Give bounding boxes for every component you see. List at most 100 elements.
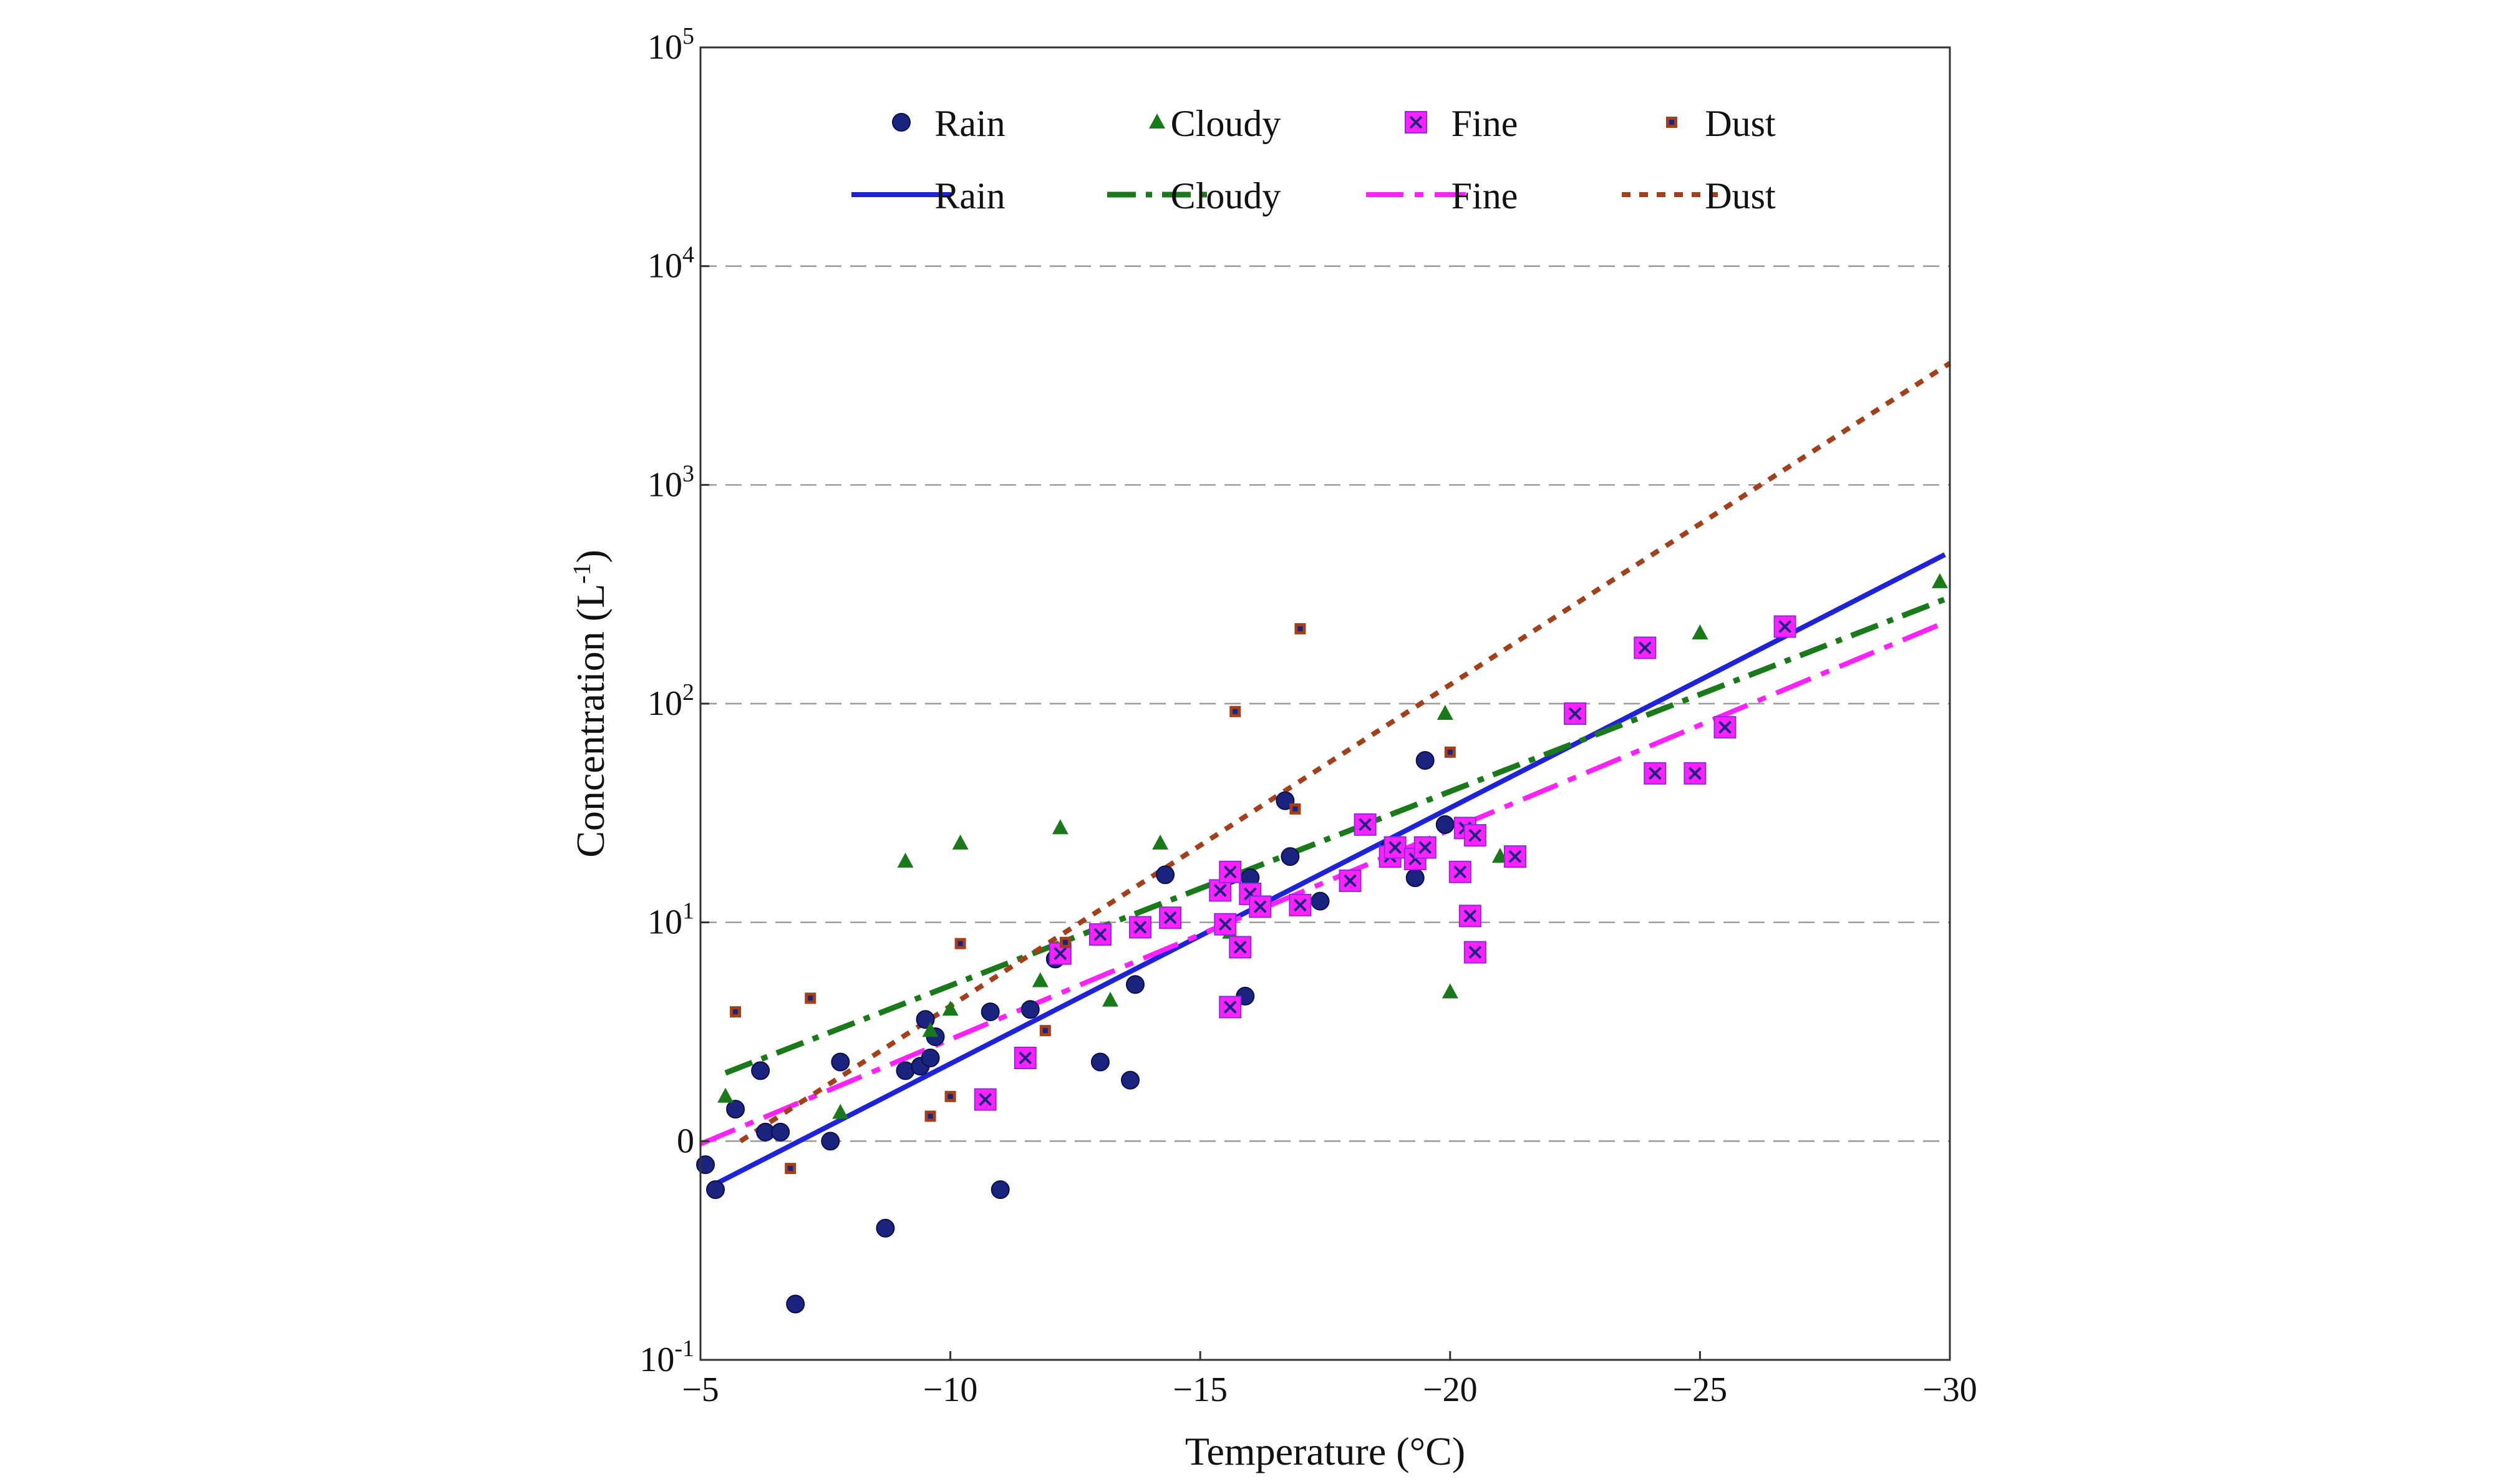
point-dust bbox=[1294, 623, 1306, 634]
point-fine bbox=[1129, 916, 1152, 939]
point-dust bbox=[805, 992, 816, 1004]
fine-marker-cross bbox=[1388, 841, 1402, 855]
point-rain bbox=[1126, 975, 1145, 994]
dust-marker-core bbox=[1062, 939, 1068, 945]
y-tick-label: 101 bbox=[647, 898, 694, 942]
y-tick-exponent: 3 bbox=[682, 460, 694, 487]
dust-marker-core bbox=[1669, 120, 1674, 125]
point-rain bbox=[771, 1122, 790, 1142]
point-rain bbox=[1281, 847, 1300, 866]
point-rain bbox=[1020, 1000, 1040, 1019]
point-dust bbox=[1059, 936, 1071, 948]
fine-marker-cross bbox=[1468, 946, 1482, 959]
point-fine bbox=[1159, 906, 1182, 929]
dust-marker-core bbox=[788, 1166, 793, 1171]
x-tick-label: −15 bbox=[1173, 1370, 1228, 1409]
point-fine bbox=[1219, 860, 1242, 883]
point-cloudy bbox=[1441, 983, 1458, 999]
point-cloudy bbox=[1152, 834, 1169, 850]
y-tick-exponent: 4 bbox=[682, 242, 694, 268]
y-tick-base: 10 bbox=[647, 684, 682, 723]
fine-marker-cross bbox=[1453, 865, 1467, 879]
fine-marker-box bbox=[1214, 913, 1237, 936]
fine-marker-cross bbox=[1218, 918, 1232, 931]
point-rain bbox=[876, 1218, 895, 1238]
legend-marker-cloudy bbox=[1149, 114, 1165, 129]
fine-marker-cross bbox=[1359, 818, 1372, 832]
point-rain bbox=[921, 1049, 940, 1068]
legend-label-rain: Rain bbox=[934, 103, 1005, 144]
y-tick-label: 0 bbox=[677, 1122, 694, 1160]
point-fine bbox=[1564, 702, 1587, 725]
legend: Rain Cloudy Fine Dust Rain Cloudy Fine Dust bbox=[851, 103, 1776, 216]
fine-marker-cross bbox=[1344, 874, 1357, 888]
fine-marker-cross bbox=[1019, 1051, 1032, 1065]
point-rain bbox=[786, 1294, 805, 1314]
y-tick-exponent: 1 bbox=[682, 898, 694, 924]
point-fine bbox=[1458, 904, 1481, 928]
point-cloudy bbox=[717, 1087, 734, 1103]
fine-marker-cross bbox=[1253, 900, 1267, 913]
fine-marker-cross bbox=[1718, 720, 1732, 734]
point-cloudy bbox=[1032, 972, 1049, 987]
point-fine bbox=[1209, 879, 1232, 902]
x-tick-label: −30 bbox=[1922, 1370, 1977, 1409]
fine-marker-cross bbox=[1688, 767, 1702, 780]
fine-marker-cross bbox=[1638, 641, 1652, 654]
y-tick-label: 104 bbox=[647, 242, 694, 286]
point-fine bbox=[1214, 913, 1237, 936]
dust-marker-core bbox=[1297, 626, 1303, 631]
fit-line-fine bbox=[699, 622, 1941, 1147]
point-fine bbox=[1463, 824, 1486, 847]
y-tick-base: 10 bbox=[647, 28, 682, 67]
point-fine bbox=[1773, 615, 1796, 638]
fine-marker-cross bbox=[1294, 898, 1307, 912]
fine-marker-cross bbox=[1409, 115, 1423, 129]
point-rain bbox=[1435, 815, 1455, 834]
legend-marker-fine bbox=[1405, 111, 1427, 133]
point-rain bbox=[1276, 791, 1295, 810]
point-rain bbox=[706, 1180, 725, 1200]
point-cloudy bbox=[1692, 624, 1708, 640]
dust-marker-core bbox=[957, 941, 963, 946]
dust-marker-core bbox=[1233, 709, 1238, 714]
point-cloudy bbox=[942, 1001, 959, 1016]
y-tick-base: 10 bbox=[647, 903, 682, 942]
point-dust bbox=[785, 1163, 797, 1175]
point-fine bbox=[1634, 636, 1657, 659]
point-dust bbox=[1229, 706, 1241, 717]
fit-line-rain bbox=[709, 552, 1946, 1189]
fine-marker-cross bbox=[1054, 947, 1067, 961]
fine-marker-cross bbox=[1133, 921, 1147, 934]
y-tick-label: 102 bbox=[647, 679, 694, 723]
legend-marker-dust bbox=[1666, 117, 1677, 128]
point-fine bbox=[1289, 893, 1312, 916]
y-tick-exponent: -1 bbox=[674, 1336, 694, 1362]
point-rain bbox=[696, 1155, 715, 1175]
fine-marker-cross bbox=[1163, 911, 1177, 924]
fine-marker-cross bbox=[1468, 828, 1482, 842]
point-rain bbox=[1311, 891, 1330, 911]
fine-marker-cross bbox=[1223, 1001, 1237, 1014]
fine-marker-cross bbox=[1648, 767, 1662, 780]
y-tick-base: 10 bbox=[647, 247, 682, 286]
point-fine bbox=[1354, 813, 1377, 836]
legend-label-dust: Dust bbox=[1705, 103, 1776, 144]
legend-label-cloudy: Cloudy bbox=[1171, 103, 1281, 144]
y-axis-label-main: Concentration (L bbox=[568, 584, 613, 858]
point-fine bbox=[1413, 836, 1437, 859]
fine-marker-cross bbox=[1508, 850, 1522, 863]
fine-marker-cross bbox=[1418, 841, 1432, 855]
y-tick-label: 105 bbox=[647, 23, 694, 67]
point-fine bbox=[1503, 845, 1526, 868]
y-axis-label-end: ) bbox=[568, 550, 613, 563]
point-fine bbox=[1339, 869, 1362, 892]
fine-marker-cross bbox=[1223, 865, 1237, 879]
point-fine bbox=[1448, 860, 1471, 883]
dust-marker-core bbox=[808, 996, 813, 1001]
point-fine bbox=[1014, 1047, 1037, 1070]
y-tick-base: 10 bbox=[639, 1341, 674, 1379]
point-rain bbox=[991, 1180, 1010, 1200]
point-rain bbox=[1156, 865, 1175, 885]
data-points bbox=[696, 573, 1948, 1314]
